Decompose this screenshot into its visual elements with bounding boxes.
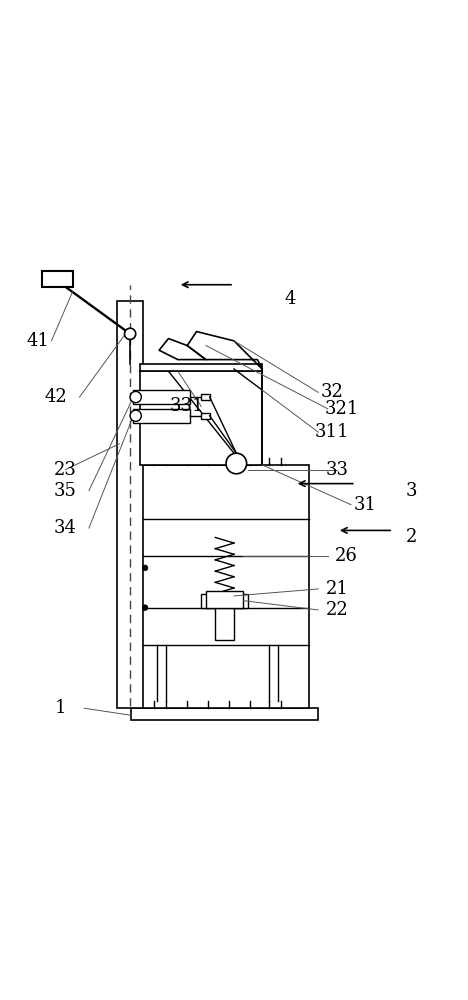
Bar bbox=[201, 594, 248, 608]
Text: 4: 4 bbox=[285, 290, 296, 308]
Text: 21: 21 bbox=[326, 580, 348, 598]
Bar bbox=[131, 708, 318, 720]
Bar bbox=[133, 390, 190, 404]
Text: 1: 1 bbox=[55, 699, 66, 717]
Bar bbox=[206, 591, 243, 608]
Text: 34: 34 bbox=[54, 519, 77, 537]
Bar bbox=[133, 409, 190, 423]
Text: 41: 41 bbox=[26, 332, 49, 350]
Text: 33: 33 bbox=[325, 461, 349, 479]
Circle shape bbox=[130, 391, 141, 403]
Bar bbox=[140, 465, 309, 708]
Bar bbox=[140, 364, 262, 371]
Bar bbox=[201, 413, 210, 419]
Bar bbox=[215, 608, 234, 640]
Text: 23: 23 bbox=[54, 461, 77, 479]
Text: 3: 3 bbox=[406, 482, 417, 500]
Circle shape bbox=[130, 410, 141, 421]
Circle shape bbox=[226, 453, 247, 474]
Text: 22: 22 bbox=[326, 601, 348, 619]
Circle shape bbox=[142, 565, 148, 571]
Bar bbox=[42, 271, 73, 287]
Bar bbox=[140, 371, 262, 465]
Text: 35: 35 bbox=[54, 482, 77, 500]
Text: 2: 2 bbox=[406, 528, 417, 546]
Text: 321: 321 bbox=[324, 400, 359, 418]
Text: 42: 42 bbox=[45, 388, 67, 406]
Text: 26: 26 bbox=[335, 547, 358, 565]
Text: 31: 31 bbox=[353, 496, 377, 514]
Bar bbox=[201, 394, 210, 400]
Circle shape bbox=[124, 328, 136, 339]
Text: 311: 311 bbox=[315, 423, 350, 441]
Text: 32: 32 bbox=[321, 383, 344, 401]
Text: 331: 331 bbox=[170, 397, 205, 415]
Circle shape bbox=[142, 605, 148, 610]
Bar bbox=[117, 301, 143, 708]
